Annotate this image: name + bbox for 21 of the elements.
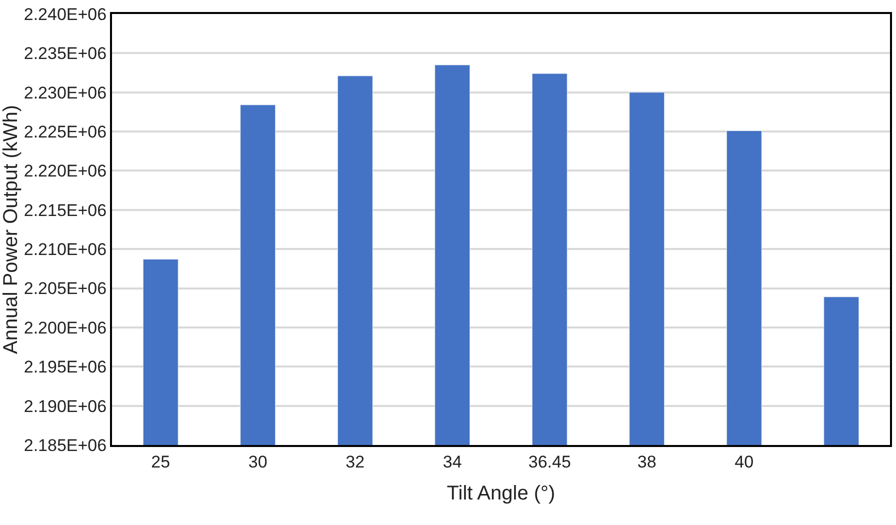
y-tick-label: 2.185E+06	[24, 436, 107, 455]
y-tick-label: 2.200E+06	[24, 318, 107, 338]
y-tick-label: 2.230E+06	[24, 83, 107, 102]
y-tick-label: 2.195E+06	[24, 358, 107, 377]
y-tick-label: 2.235E+06	[24, 44, 107, 64]
x-tick-label: 25	[151, 452, 170, 472]
y-tick-label: 2.225E+06	[24, 122, 107, 142]
y-tick-label: 2.205E+06	[24, 279, 107, 298]
y-tick-label: 2.215E+06	[24, 200, 107, 220]
x-tick-label: 38	[637, 452, 656, 472]
y-tick-label: 2.210E+06	[24, 240, 107, 260]
x-tick-label: 36.45	[528, 452, 571, 472]
y-tick-label: 2.220E+06	[24, 162, 107, 181]
y-axis-title: Annual Power Output (kWh)	[0, 105, 22, 354]
x-tick-label: 34	[442, 452, 462, 472]
y-tick-label: 2.240E+06	[24, 4, 107, 24]
x-axis-title: Tilt Angle (°)	[446, 482, 556, 504]
x-tick-label: 40	[734, 452, 754, 472]
y-tick-label: 2.190E+06	[24, 396, 107, 416]
x-tick-label: 32	[346, 452, 365, 472]
x-tick-label: 30	[248, 452, 268, 472]
